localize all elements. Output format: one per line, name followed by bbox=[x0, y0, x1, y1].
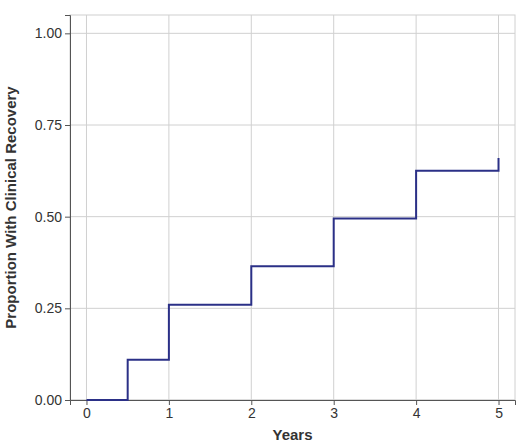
y-axis-line bbox=[65, 16, 71, 401]
x-tick-label: 0 bbox=[83, 405, 91, 421]
y-tick-mark bbox=[65, 125, 70, 126]
grid-line bbox=[498, 15, 499, 400]
plot-frame bbox=[70, 15, 515, 400]
x-tick: 4 bbox=[413, 400, 421, 421]
x-tick: 5 bbox=[495, 400, 503, 421]
y-tick-label: 0.75 bbox=[35, 117, 62, 133]
x-tick: 0 bbox=[83, 400, 91, 421]
y-tick-mark bbox=[65, 217, 70, 218]
x-tick: 3 bbox=[330, 400, 338, 421]
x-tick-label: 2 bbox=[248, 405, 256, 421]
x-tick: 2 bbox=[248, 400, 256, 421]
y-axis-title: Proportion With Clinical Recovery bbox=[2, 86, 19, 329]
x-axis: 0 1 2 3 4 5 bbox=[71, 400, 516, 421]
grid-line bbox=[251, 15, 252, 400]
y-tick-label: 0.00 bbox=[35, 392, 62, 408]
x-tick-label: 4 bbox=[413, 405, 421, 421]
y-tick-label: 0.50 bbox=[35, 209, 62, 225]
y-tick-label: 0.25 bbox=[35, 300, 62, 316]
y-tick: 1.00 bbox=[35, 25, 70, 41]
y-axis: 0.00 0.25 0.50 0.75 1.00 bbox=[35, 16, 71, 408]
y-tick-mark bbox=[65, 33, 70, 34]
chart: 0 1 2 3 4 5 0.00 0.25 0.50 0.75 1.00 Years Proportio… bbox=[0, 0, 520, 446]
y-tick-mark bbox=[65, 400, 70, 401]
grid-line bbox=[70, 308, 515, 309]
x-tick: 1 bbox=[165, 400, 173, 421]
y-tick-mark bbox=[65, 308, 70, 309]
y-tick: 0.50 bbox=[35, 209, 70, 225]
marks bbox=[86, 158, 498, 400]
y-tick: 0.75 bbox=[35, 117, 70, 133]
grid-line bbox=[70, 216, 515, 217]
grid-line bbox=[86, 15, 87, 400]
x-tick-label: 5 bbox=[495, 405, 503, 421]
x-tick-label: 1 bbox=[165, 405, 173, 421]
y-tick: 0.00 bbox=[35, 392, 70, 408]
y-tick-label: 1.00 bbox=[35, 25, 62, 41]
x-tick-label: 3 bbox=[330, 405, 338, 421]
grid-line bbox=[70, 33, 515, 34]
x-axis-line bbox=[71, 401, 516, 406]
x-axis-title: Years bbox=[272, 426, 312, 443]
grid-line bbox=[70, 125, 515, 126]
grid-line bbox=[333, 15, 334, 400]
y-tick: 0.25 bbox=[35, 300, 70, 316]
grid bbox=[70, 15, 515, 400]
plot: 0 1 2 3 4 5 0.00 0.25 0.50 0.75 1.00 bbox=[35, 15, 516, 421]
recovery-curve bbox=[86, 158, 498, 400]
